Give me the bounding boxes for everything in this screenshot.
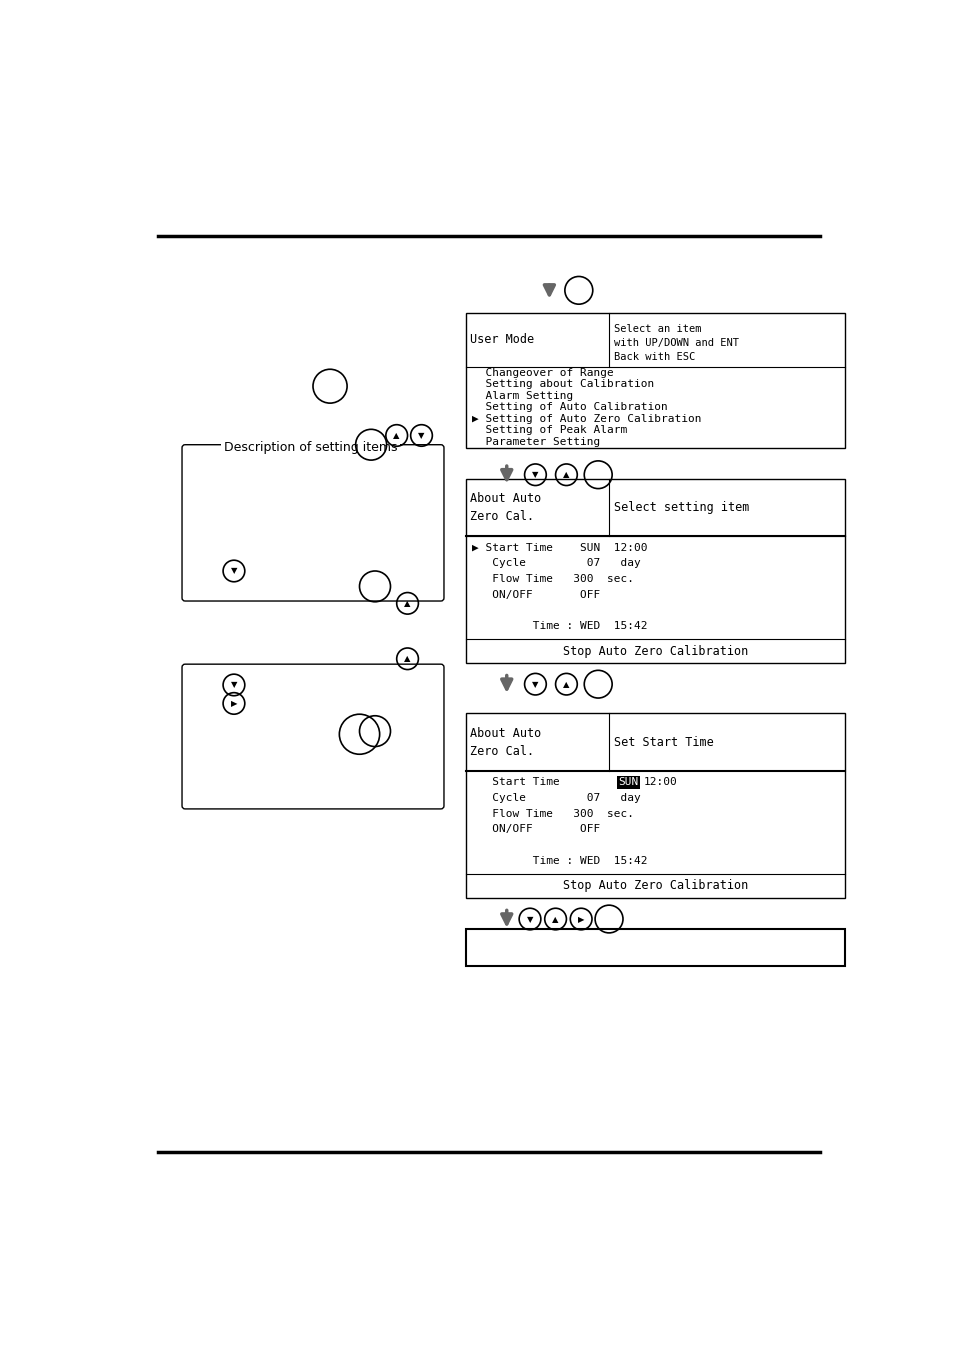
Text: Flow Time   300  sec.: Flow Time 300 sec. bbox=[472, 574, 633, 584]
FancyBboxPatch shape bbox=[182, 665, 443, 809]
Text: Stop Auto Zero Calibration: Stop Auto Zero Calibration bbox=[562, 880, 747, 893]
Bar bbox=[617, 775, 639, 789]
Bar bbox=[465, 713, 844, 898]
Text: ▲: ▲ bbox=[404, 654, 411, 663]
Text: Time : WED  15:42: Time : WED 15:42 bbox=[472, 621, 647, 631]
Text: Start Time: Start Time bbox=[472, 777, 559, 788]
Text: ▲: ▲ bbox=[404, 598, 411, 608]
Text: ▶: ▶ bbox=[231, 698, 237, 708]
Text: Description of setting items: Description of setting items bbox=[224, 442, 397, 454]
Text: Select an item
with UP/DOWN and ENT
Back with ESC: Select an item with UP/DOWN and ENT Back… bbox=[613, 324, 738, 362]
Text: Alarm Setting: Alarm Setting bbox=[472, 390, 573, 401]
Text: ▶ Setting of Auto Zero Calibration: ▶ Setting of Auto Zero Calibration bbox=[472, 413, 700, 424]
Text: ▲: ▲ bbox=[562, 680, 569, 689]
Text: Time : WED  15:42: Time : WED 15:42 bbox=[472, 857, 647, 866]
Bar bbox=[465, 313, 844, 447]
Text: About Auto
Zero Cal.: About Auto Zero Cal. bbox=[470, 727, 541, 758]
Text: ▲: ▲ bbox=[393, 431, 399, 440]
Bar bbox=[465, 929, 844, 966]
Text: ▶ Start Time    SUN  12:00: ▶ Start Time SUN 12:00 bbox=[472, 542, 647, 553]
Text: Flow Time   300  sec.: Flow Time 300 sec. bbox=[472, 809, 633, 819]
Text: ▼: ▼ bbox=[532, 470, 538, 480]
Text: ▲: ▲ bbox=[552, 915, 558, 924]
Text: Stop Auto Zero Calibration: Stop Auto Zero Calibration bbox=[562, 644, 747, 658]
Text: ▼: ▼ bbox=[526, 915, 533, 924]
Text: ▲: ▲ bbox=[562, 470, 569, 480]
Bar bbox=[465, 478, 844, 663]
Text: ▼: ▼ bbox=[231, 566, 237, 576]
Text: Changeover of Range: Changeover of Range bbox=[472, 367, 613, 378]
Text: About Auto
Zero Cal.: About Auto Zero Cal. bbox=[470, 492, 541, 523]
Text: ON/OFF       OFF: ON/OFF OFF bbox=[472, 589, 599, 600]
Text: ▶: ▶ bbox=[578, 915, 584, 924]
Text: Setting about Calibration: Setting about Calibration bbox=[472, 380, 654, 389]
FancyBboxPatch shape bbox=[182, 444, 443, 601]
Text: Set Start Time: Set Start Time bbox=[613, 736, 713, 748]
Text: ▼: ▼ bbox=[231, 681, 237, 689]
Text: ▼: ▼ bbox=[532, 680, 538, 689]
Text: ON/OFF       OFF: ON/OFF OFF bbox=[472, 824, 599, 835]
Text: User Mode: User Mode bbox=[470, 334, 534, 346]
Text: Setting of Peak Alarm: Setting of Peak Alarm bbox=[472, 426, 626, 435]
Text: Select setting item: Select setting item bbox=[613, 501, 748, 513]
Text: SUN: SUN bbox=[618, 777, 638, 788]
Text: 12:00: 12:00 bbox=[643, 777, 677, 788]
Text: Cycle         07   day: Cycle 07 day bbox=[472, 793, 640, 802]
Text: ▼: ▼ bbox=[417, 431, 424, 440]
Text: Cycle         07   day: Cycle 07 day bbox=[472, 558, 640, 569]
Text: Setting of Auto Calibration: Setting of Auto Calibration bbox=[472, 403, 667, 412]
Text: Parameter Setting: Parameter Setting bbox=[472, 436, 599, 447]
